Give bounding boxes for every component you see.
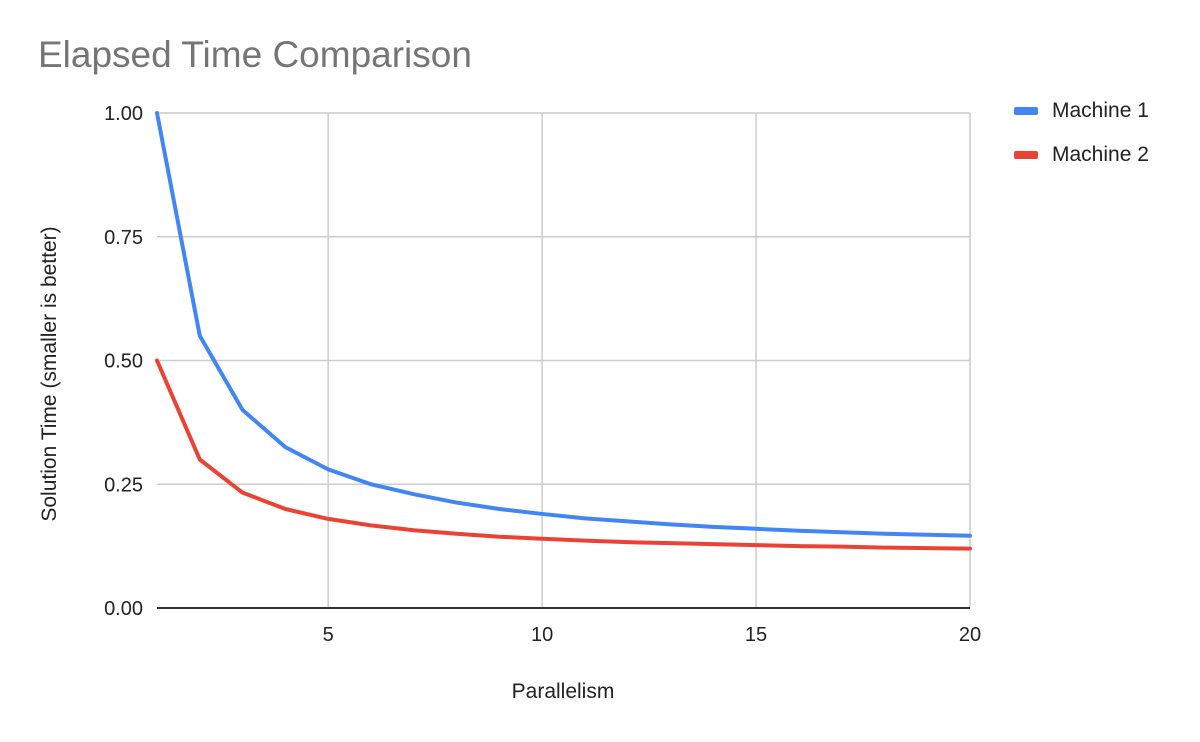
y-tick-label: 1.00 — [104, 103, 143, 125]
series-lines — [155, 111, 972, 551]
legend-swatch-machine-1 — [1014, 107, 1038, 115]
x-tick-label: 20 — [959, 624, 981, 646]
x-tick-label: 15 — [745, 624, 767, 646]
legend-label-machine-1: Machine 1 — [1052, 99, 1149, 122]
x-tick-label: 5 — [323, 624, 334, 646]
y-axis-title: Solution Time (smaller is better) — [38, 226, 61, 521]
series-line-machine-2[interactable] — [155, 358, 972, 551]
grid-lines — [157, 112, 971, 608]
legend-label-machine-2: Machine 2 — [1052, 143, 1149, 166]
tick-labels: 0.00 0.25 0.50 0.75 1.00 5 10 15 20 — [104, 103, 981, 646]
x-tick-label: 10 — [531, 624, 553, 646]
y-tick-label: 0.25 — [104, 474, 143, 496]
series-line-machine-1[interactable] — [155, 111, 972, 538]
y-tick-label: 0.50 — [104, 351, 143, 373]
chart-title: Elapsed Time Comparison — [38, 34, 472, 75]
y-tick-label: 0.75 — [104, 227, 143, 249]
legend-item-machine-1[interactable]: Machine 1 — [1014, 99, 1149, 122]
y-tick-label: 0.00 — [104, 598, 143, 620]
legend-swatch-machine-2 — [1014, 151, 1038, 159]
legend-item-machine-2[interactable]: Machine 2 — [1014, 143, 1149, 166]
legend: Machine 1 Machine 2 — [1014, 99, 1149, 188]
x-axis-title: Parallelism — [512, 680, 615, 703]
